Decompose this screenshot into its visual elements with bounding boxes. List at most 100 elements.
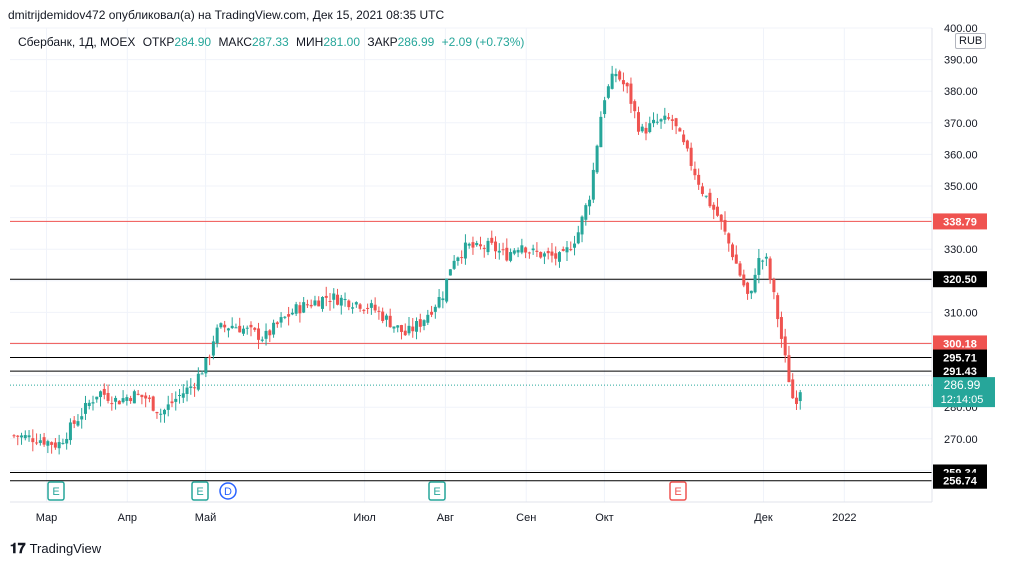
candle-body [351, 307, 355, 309]
currency-badge[interactable]: RUB [955, 33, 987, 49]
candle-body [155, 411, 159, 414]
candle-body [347, 300, 351, 308]
candle-body [215, 327, 219, 344]
candle-body [174, 398, 178, 402]
chart-grid [10, 27, 932, 502]
price-tick-label: 350.00 [944, 181, 978, 193]
candle-body [426, 314, 430, 323]
candle-body [87, 402, 91, 407]
event-label: E [433, 486, 440, 498]
earnings-icon [47, 481, 65, 501]
candle-body [99, 391, 103, 398]
candle-body [727, 233, 731, 244]
candle-body [170, 401, 174, 404]
candle-body [129, 398, 133, 402]
candle-body [339, 297, 343, 306]
earnings-icon [669, 481, 687, 501]
candle-body [264, 330, 268, 339]
candle-body [384, 315, 388, 320]
candle-body [685, 140, 689, 149]
candle-body [708, 192, 712, 207]
symbol-legend: Сбербанк, 1Д, MOEX ОТКР284.90 МАКС287.33… [18, 35, 524, 49]
price-tick-label: 360.00 [944, 149, 978, 161]
candle-body [53, 442, 57, 448]
candle-body [512, 250, 516, 254]
low-value: 281.00 [323, 35, 361, 49]
candle-body [715, 206, 719, 216]
candle-body [317, 300, 321, 307]
candle-body [208, 356, 212, 359]
candle-body [418, 319, 422, 327]
candle-body [445, 278, 449, 302]
candle-body [298, 305, 302, 314]
candle-body [448, 269, 452, 276]
candle-body [91, 402, 95, 404]
candle-body [550, 251, 554, 256]
candle-body [411, 326, 415, 332]
candle-body [354, 302, 358, 305]
event-label: E [52, 486, 59, 498]
candle-body [621, 80, 625, 85]
low-label: МИН [296, 35, 324, 49]
candle-body [309, 304, 313, 307]
candle-body [320, 297, 324, 309]
candle-body [204, 357, 208, 374]
candle-body [117, 400, 121, 405]
candle-body [482, 247, 486, 249]
candle-body [95, 396, 99, 400]
candle-body [358, 304, 362, 309]
candle-body [211, 341, 215, 356]
candle-body [697, 174, 701, 185]
candle-body [196, 373, 200, 390]
symbol-name[interactable]: Сбербанк, 1Д, MOEX [18, 35, 136, 49]
price-tick-label: 390.00 [944, 55, 978, 67]
candle-body [392, 326, 396, 329]
candle-body [618, 71, 622, 80]
candle-body [65, 438, 69, 444]
candle-body [238, 325, 242, 333]
candle-body [700, 186, 704, 194]
candle-body [636, 112, 640, 132]
candle-body [178, 395, 182, 397]
candle-body [783, 336, 787, 356]
candle-body [576, 232, 580, 244]
candle-body [610, 73, 614, 89]
candle-body [121, 398, 125, 403]
event-label: E [674, 486, 681, 498]
candle-body [689, 147, 693, 166]
candle-body [614, 73, 618, 77]
candle-body [388, 315, 392, 328]
time-tick-label: Дек [754, 512, 773, 524]
candle-body [539, 252, 543, 258]
candle-body [31, 438, 35, 443]
price-tick-label: 270.00 [944, 434, 978, 446]
candle-body [279, 317, 283, 323]
candle-body [772, 279, 776, 293]
candle-body [580, 216, 584, 235]
footer-brand[interactable]: 𝟏𝟕 TradingView [10, 540, 101, 557]
candle-body [230, 325, 234, 329]
candle-body [524, 247, 528, 253]
candle-body [768, 258, 772, 280]
candle-body [407, 325, 411, 334]
price-tick-label: 380.00 [944, 86, 978, 98]
candle-body [531, 248, 535, 251]
candle-body [757, 258, 761, 275]
level-badge-label: 295.71 [943, 353, 977, 365]
brand-label: TradingView [29, 541, 102, 556]
candle-body [226, 328, 230, 331]
level-badge [933, 363, 987, 380]
candles [12, 65, 802, 455]
candle-body [667, 117, 671, 119]
candle-body [731, 244, 735, 258]
candle-body [520, 245, 524, 253]
candle-body [76, 421, 80, 426]
candle-body [599, 116, 603, 148]
candle-body [144, 395, 148, 399]
earnings-icon [428, 481, 446, 501]
candle-body [12, 435, 16, 437]
candle-body [490, 237, 494, 243]
candle-body [241, 328, 245, 334]
